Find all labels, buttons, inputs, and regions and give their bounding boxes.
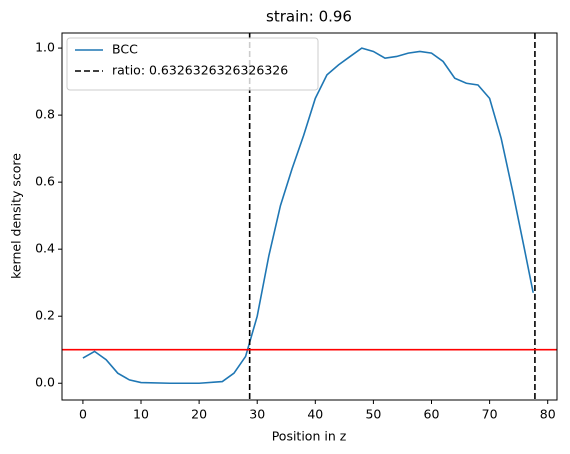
x-tick-label: 60 xyxy=(424,407,440,422)
y-tick-label: 0.4 xyxy=(35,241,55,256)
data-line xyxy=(82,47,534,385)
x-tick-label: 30 xyxy=(249,407,265,422)
y-axis-label: kernel density score xyxy=(9,153,24,279)
x-tick-label: 50 xyxy=(365,407,381,422)
legend-label: ratio: 0.6326326326326326 xyxy=(112,63,288,78)
x-tick-label: 20 xyxy=(191,407,207,422)
x-tick-label: 0 xyxy=(79,407,87,422)
y-tick-label: 0.6 xyxy=(35,174,55,189)
y-tick-label: 0.0 xyxy=(35,375,55,390)
x-tick-label: 40 xyxy=(307,407,323,422)
x-tick-label: 70 xyxy=(482,407,498,422)
y-tick-label: 0.8 xyxy=(35,107,55,122)
y-tick-label: 1.0 xyxy=(35,40,55,55)
chart-title: strain: 0.96 xyxy=(266,8,352,26)
y-tick-label: 0.2 xyxy=(35,308,55,323)
legend-box xyxy=(66,37,319,91)
x-tick-label: 10 xyxy=(133,407,149,422)
plot-frame xyxy=(61,32,558,401)
x-tick-label: 80 xyxy=(540,407,556,422)
legend-label: BCC xyxy=(112,42,138,57)
x-axis-label: Position in z xyxy=(272,429,347,444)
